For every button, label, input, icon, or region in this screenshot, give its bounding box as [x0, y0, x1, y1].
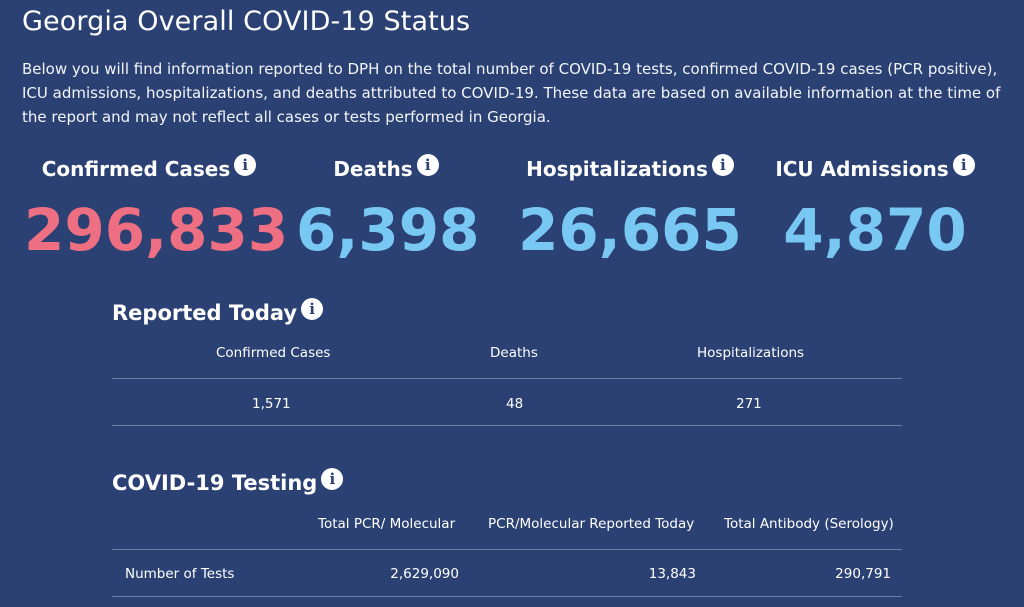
- stat-icu-admissions: ICU Admissions i 4,870: [760, 152, 990, 266]
- info-icon[interactable]: i: [416, 154, 439, 176]
- stat-label-hospitalizations-text: Hospitalizations: [526, 157, 708, 181]
- row-label: Number of Tests: [125, 566, 235, 582]
- stat-value-icu-admissions: 4,870: [783, 196, 967, 264]
- stat-label-confirmed-cases-text: Confirmed Cases: [41, 157, 231, 181]
- table-divider: [112, 425, 902, 426]
- stat-value-deaths: 6,398: [296, 196, 480, 264]
- column-header: Total Antibody (Serology): [724, 516, 894, 532]
- stat-label-hospitalizations: Hospitalizations i: [512, 152, 748, 186]
- stat-label-confirmed-cases: Confirmed Cases i: [24, 152, 274, 186]
- table-divider: [112, 596, 902, 597]
- column-header: Confirmed Cases: [216, 345, 331, 361]
- stat-label-deaths: Deaths i: [296, 152, 476, 186]
- column-header: Deaths: [490, 345, 538, 361]
- stat-value-confirmed-cases: 296,833: [24, 196, 289, 264]
- stat-confirmed-cases: Confirmed Cases i 296,833: [24, 152, 289, 266]
- stat-label-deaths-text: Deaths: [333, 157, 413, 181]
- info-icon[interactable]: i: [301, 298, 324, 320]
- table-cell: 13,843: [648, 566, 696, 582]
- table-cell: 1,571: [252, 396, 291, 412]
- table-divider: [112, 549, 902, 550]
- stat-deaths: Deaths i 6,398: [296, 152, 480, 266]
- section-title-reported-today: Reported Today i: [112, 298, 324, 325]
- section-title-covid-testing: COVID-19 Testing i: [112, 468, 344, 495]
- stat-label-icu-admissions: ICU Admissions i: [760, 152, 990, 186]
- section-title-covid-testing-text: COVID-19 Testing: [112, 471, 318, 495]
- column-header: Hospitalizations: [697, 345, 805, 361]
- table-cell: 48: [506, 396, 524, 412]
- stat-hospitalizations: Hospitalizations i 26,665: [512, 152, 748, 266]
- table-cell: 290,791: [835, 566, 891, 582]
- info-icon[interactable]: i: [952, 154, 975, 176]
- column-header: PCR/Molecular Reported Today: [488, 516, 695, 532]
- info-icon[interactable]: i: [321, 468, 344, 490]
- table-divider: [112, 378, 902, 379]
- stat-value-hospitalizations: 26,665: [518, 196, 742, 264]
- intro-text: Below you will find information reported…: [22, 60, 1001, 126]
- info-icon[interactable]: i: [711, 154, 734, 176]
- page-title: Georgia Overall COVID-19 Status: [22, 6, 471, 37]
- column-header: Total PCR/ Molecular: [318, 516, 456, 532]
- stat-label-icu-admissions-text: ICU Admissions: [775, 157, 949, 181]
- table-cell: 2,629,090: [390, 566, 459, 582]
- info-icon[interactable]: i: [234, 154, 257, 176]
- section-title-reported-today-text: Reported Today: [112, 301, 298, 325]
- table-cell: 271: [736, 396, 762, 412]
